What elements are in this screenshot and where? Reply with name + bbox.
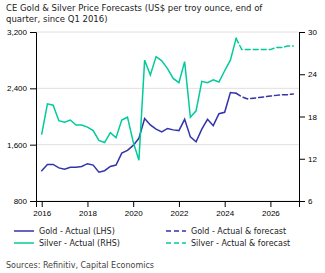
tick-label: 2026: [262, 209, 280, 218]
tick-label: 2020: [125, 209, 143, 218]
tick: 12: [299, 155, 317, 164]
tick: 3,200: [7, 28, 36, 37]
tick-label: 2024: [216, 209, 234, 218]
tick: 2016: [33, 201, 51, 218]
legend-label: Gold - Actual (LHS): [39, 227, 115, 236]
legend-label: Gold - Actual & forecast: [191, 227, 286, 236]
tick: 800: [14, 197, 36, 206]
x-axis: 2016 2018 2020 2022 2024 2026: [33, 201, 299, 218]
tick: 2026: [262, 201, 280, 218]
tick-label: 2016: [33, 209, 51, 218]
annotation: Sources: Refinitiv, Capital Economics: [6, 261, 154, 270]
legend: Gold - Actual (LHS) Gold - Actual & forec…: [14, 227, 290, 248]
tick: 2018: [79, 201, 97, 218]
grid: [36, 32, 299, 201]
series-line: [236, 38, 293, 49]
tick-label: 3,200: [7, 28, 28, 37]
axis-line: [37, 202, 300, 208]
legend-item: Gold - Actual & forecast: [166, 227, 286, 236]
tick-mark: [299, 32, 305, 33]
tick: 30: [299, 28, 317, 37]
tick-label: 1,600: [7, 141, 28, 150]
tick: 24: [299, 70, 317, 79]
legend-label: Silver - Actual (RHS): [39, 239, 120, 248]
tick-mark: [299, 201, 305, 202]
tick-label: 24: [308, 70, 317, 79]
chart: 2016 2018 2020 2022 2024 2026 800 1,600 2,400 3,2…: [0, 0, 325, 273]
series-line: [42, 38, 236, 160]
axis-line: [300, 33, 306, 202]
y2-axis: 6 12 18 24 30: [299, 28, 317, 206]
tick: 2,400: [7, 84, 36, 93]
tick-label: 6: [308, 197, 313, 206]
tick: 2022: [171, 201, 189, 218]
legend-label: Silver - Actual & forecast: [191, 239, 290, 248]
tick-mark: [30, 145, 36, 146]
tick-mark: [299, 117, 305, 118]
axis-line: [30, 33, 37, 202]
grid-line: [36, 144, 299, 145]
legend-swatch: [14, 230, 34, 232]
tick: 2024: [216, 201, 234, 218]
tick-label: 18: [308, 113, 317, 122]
tick-mark: [225, 201, 226, 207]
tick-label: 2,400: [7, 84, 28, 93]
tick-mark: [299, 159, 305, 160]
series-line: [236, 93, 293, 99]
y-axis: 800 1,600 2,400 3,200: [7, 28, 37, 206]
tick-label: 12: [308, 155, 317, 164]
legend-swatch: [166, 230, 186, 232]
legend-item: Silver - Actual (RHS): [14, 239, 120, 248]
legend-item: Silver - Actual & forecast: [166, 239, 290, 248]
tick-label: 800: [14, 197, 28, 206]
title-line: quarter, since Q1 2016): [6, 14, 107, 24]
tick-mark: [30, 88, 36, 89]
tick-label: 30: [308, 28, 317, 37]
tick-mark: [299, 74, 305, 75]
tick-mark: [179, 201, 180, 207]
tick-mark: [30, 32, 36, 33]
tick: 2020: [125, 201, 143, 218]
legend-item: Gold - Actual (LHS): [14, 227, 115, 236]
tick-label: 2022: [171, 209, 189, 218]
legend-swatch: [14, 242, 34, 244]
lines: [42, 38, 294, 172]
title-line: CE Gold & Silver Price Forecasts (US$ pe…: [6, 3, 263, 13]
tick-mark: [270, 201, 271, 207]
tick-mark: [30, 201, 36, 202]
tick-mark: [87, 201, 88, 207]
tick-label: 2018: [79, 209, 97, 218]
legend-swatch: [166, 242, 186, 244]
title: CE Gold & Silver Price Forecasts (US$ pe…: [6, 3, 263, 24]
grid-line: [36, 88, 299, 89]
tick: 1,600: [7, 141, 36, 150]
tick: 6: [299, 197, 313, 206]
grid-line: [36, 32, 299, 33]
tick-mark: [133, 201, 134, 207]
plot: 2016 2018 2020 2022 2024 2026 800 1,600 2,400 3,2…: [7, 28, 317, 218]
tick-mark: [42, 201, 43, 207]
tick: 18: [299, 113, 317, 122]
